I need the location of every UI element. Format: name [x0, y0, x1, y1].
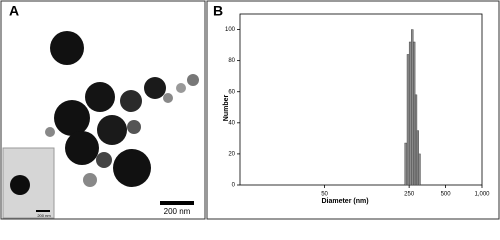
plot-area [239, 13, 483, 186]
tem-image [45, 31, 199, 187]
inset-particle [10, 175, 30, 195]
y-tick-label: 80 [228, 58, 235, 64]
bar [418, 153, 421, 186]
figure: 200 nm 200 nm A B Diameter (nm) Number 0… [0, 0, 500, 220]
panel-b-frame [206, 0, 500, 220]
x-tick-label: 50 [321, 192, 328, 198]
bar [404, 142, 408, 186]
x-tick-label: 1,000 [474, 192, 490, 198]
panel-label: B [213, 3, 223, 19]
bar [411, 29, 414, 186]
bar [414, 94, 418, 186]
y-tick-label: 100 [225, 27, 236, 33]
bar [406, 54, 410, 186]
y-tick-label: 20 [228, 151, 235, 157]
bar [408, 41, 412, 186]
inset-scale-label: 200 nm [37, 213, 51, 218]
panel-label: A [9, 3, 19, 19]
y-tick-label: 60 [228, 89, 235, 95]
x-tick-label: 500 [441, 192, 452, 198]
y-axis-label: Number [223, 95, 230, 122]
bar [416, 130, 419, 186]
bar [412, 41, 416, 186]
x-axis-label: Diameter (nm) [321, 198, 368, 205]
y-tick-label: 0 [232, 183, 236, 189]
scale-label: 200 nm [164, 207, 191, 216]
x-tick-label: 250 [404, 192, 415, 198]
y-tick-label: 40 [228, 120, 235, 126]
